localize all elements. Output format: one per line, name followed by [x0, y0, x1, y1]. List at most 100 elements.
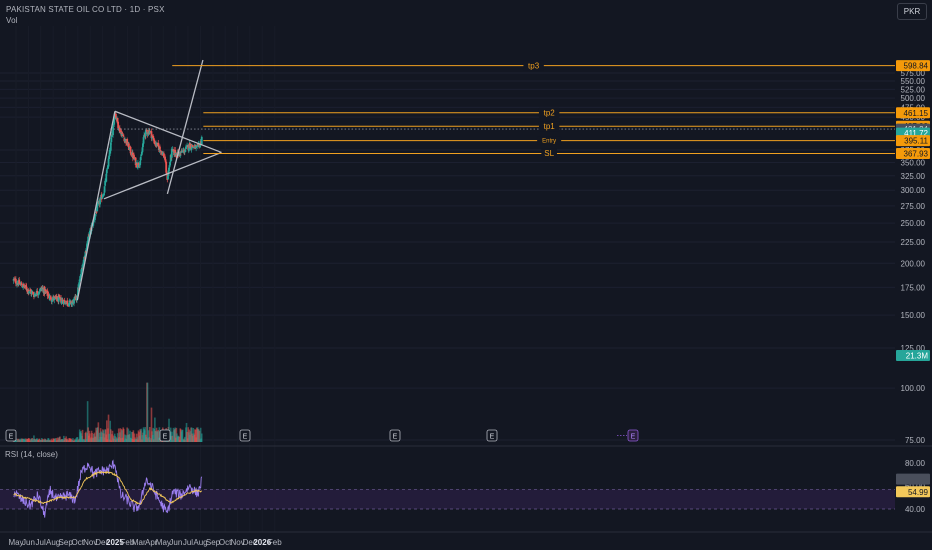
candle-body	[78, 282, 81, 289]
price-tick-label: 250.00	[901, 219, 926, 228]
candle-body	[68, 300, 71, 305]
price-tick-label: 500.00	[901, 94, 926, 103]
candle-body	[130, 152, 133, 155]
volume-bar	[144, 427, 147, 442]
earnings-marker: E	[163, 434, 168, 441]
candle-body	[156, 142, 159, 147]
candle-body	[185, 146, 187, 149]
candle-body	[80, 269, 83, 275]
candle-body	[87, 236, 90, 242]
candle-body	[79, 274, 82, 277]
volume-bar	[63, 435, 65, 442]
candle-body	[107, 158, 110, 167]
candle-body	[105, 173, 108, 182]
candle-body	[179, 151, 182, 157]
candle-body	[43, 286, 46, 294]
candle-body	[12, 279, 15, 281]
price-tick-label: 575.00	[901, 69, 926, 78]
price-tick-label: 300.00	[901, 186, 926, 195]
candle-body	[82, 263, 84, 269]
candle-body	[38, 291, 41, 293]
time-tick-label: Dec	[95, 538, 109, 547]
candle-body	[100, 194, 103, 200]
candle-body	[174, 149, 177, 155]
price-candles	[12, 111, 203, 308]
currency-button[interactable]: PKR	[897, 3, 927, 20]
candle-body	[159, 146, 161, 150]
volume-bar	[81, 429, 84, 442]
candle-body	[153, 142, 156, 144]
price-tick-label: 275.00	[901, 202, 926, 211]
time-tick-label: Nov	[83, 538, 97, 547]
candle-body	[32, 292, 35, 295]
time-tick-label: Apr	[145, 538, 158, 547]
price-tick-label: 175.00	[901, 283, 926, 292]
candle-body	[163, 153, 165, 158]
price-badge	[896, 60, 930, 72]
candle-body	[128, 147, 131, 150]
volume-bar	[55, 438, 58, 442]
volume-badge	[896, 350, 930, 361]
candle-body	[160, 151, 163, 153]
volume-bar	[140, 428, 143, 442]
candle-body	[14, 278, 17, 284]
volume-bar	[91, 433, 93, 442]
candle-body	[111, 134, 113, 138]
candle-body	[104, 180, 107, 186]
candle-body	[196, 145, 199, 146]
candle-body	[187, 144, 190, 150]
earnings-marker: E	[243, 434, 248, 441]
volume-bar	[83, 438, 86, 442]
candle-body	[200, 136, 203, 145]
candle-body	[118, 127, 121, 133]
candle-body	[68, 303, 70, 306]
price-tick-label: 350.00	[901, 158, 926, 167]
candle-body	[73, 297, 76, 299]
candle-body	[96, 205, 99, 212]
candle-body	[122, 136, 125, 138]
level-label-entry: Entry	[542, 139, 556, 145]
candle-body	[102, 195, 105, 197]
level-label-bg	[537, 136, 562, 145]
time-tick-label: May	[8, 538, 23, 547]
volume-bar	[147, 430, 150, 442]
volume-bar	[59, 436, 61, 442]
candle-body	[140, 154, 143, 157]
volume-bar	[85, 431, 87, 442]
earnings-marker-box-upcoming	[627, 429, 639, 442]
volume-bar	[186, 431, 188, 442]
level-label-tp2: tp2	[544, 109, 556, 118]
volume-bar	[152, 427, 154, 442]
rsi-badge-upper	[896, 473, 930, 485]
candle-body	[153, 139, 156, 144]
candle-body	[190, 148, 193, 150]
volume-bar	[125, 435, 127, 442]
level-label-tp3: tp3	[528, 61, 540, 70]
rsi-band	[0, 489, 895, 509]
trendline	[166, 59, 204, 195]
rsi-ma-line	[13, 470, 202, 505]
volume-bar	[169, 427, 172, 442]
price-badge-label: 367.93	[904, 149, 929, 158]
candle-body	[101, 197, 104, 199]
earnings-marker: E	[490, 434, 495, 441]
candle-body	[22, 283, 25, 286]
volume-bar	[124, 434, 126, 442]
candle-body	[25, 285, 27, 288]
volume-bar	[33, 435, 35, 442]
volume-bar	[154, 417, 156, 442]
candle-body	[133, 154, 135, 159]
candle-body	[165, 161, 168, 173]
candle-body	[62, 300, 65, 305]
rsi-tick-label: 80.00	[905, 459, 926, 468]
level-label-bg	[523, 60, 544, 71]
candle-body	[69, 300, 72, 302]
candle-body	[83, 256, 86, 261]
candle-body	[59, 297, 62, 299]
volume-bar	[56, 437, 59, 442]
candle-body	[175, 153, 178, 157]
candle-body	[58, 296, 61, 298]
candle-body	[199, 143, 201, 148]
volume-bar	[76, 437, 79, 442]
